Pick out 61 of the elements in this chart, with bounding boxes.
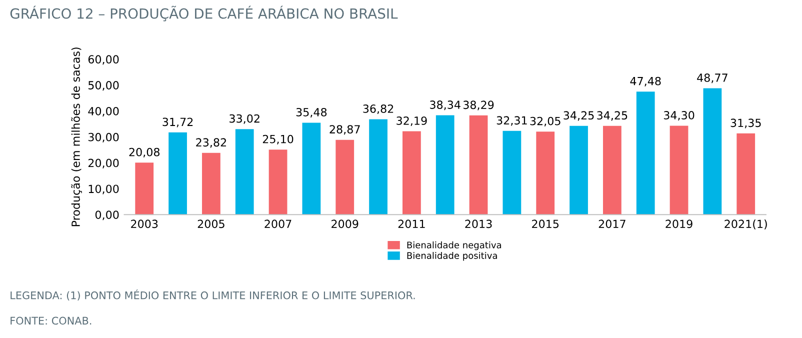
chart-title: GRÁFICO 12 – PRODUÇÃO DE CAFÉ ARÁBICA NO BRASIL — [10, 6, 398, 22]
bar — [235, 129, 254, 215]
bar — [736, 133, 756, 215]
x-tick-label: 2003 — [131, 220, 158, 228]
bar — [469, 115, 488, 215]
y-axis-title: Produção (em milhões de sacas) — [71, 48, 82, 226]
data-label: 35,48 — [296, 108, 327, 118]
x-tick-label: 2019 — [666, 220, 692, 228]
bar — [168, 132, 187, 215]
x-tick-label: 2013 — [465, 220, 492, 228]
data-label: 32,31 — [496, 116, 527, 126]
bar — [336, 140, 354, 215]
data-label: 25,10 — [262, 134, 294, 144]
bar — [369, 119, 388, 215]
y-tick-label: 30,00 — [88, 132, 119, 142]
data-label: 48,77 — [697, 74, 728, 84]
data-label: 34,25 — [597, 111, 628, 121]
bar — [302, 122, 321, 215]
bar — [536, 132, 555, 215]
data-label: 38,29 — [463, 100, 494, 110]
data-label: 32,19 — [396, 116, 427, 126]
x-tick-label: 2015 — [532, 220, 559, 228]
bar — [703, 88, 722, 215]
data-label: 34,25 — [564, 111, 594, 121]
x-tick-label: 2017 — [598, 220, 626, 228]
data-label: 31,72 — [162, 118, 193, 128]
data-label: 47,48 — [630, 76, 661, 86]
bar — [502, 130, 522, 215]
bar — [636, 92, 655, 215]
x-tick-label: 2005 — [198, 220, 224, 228]
source-note: FONTE: CONAB. — [10, 316, 92, 325]
y-tick-label: 40,00 — [88, 106, 119, 116]
data-label: 32,05 — [530, 116, 560, 126]
y-tick-label: 10,00 — [88, 184, 119, 194]
y-tick-label: 50,00 — [88, 81, 119, 91]
data-label: 31,35 — [730, 118, 761, 128]
text: LEGENDA: (1) PONTO MÉDIO ENTRE O LIMITE INFERIOR E O LIMITE SUPERIOR. — [10, 289, 415, 301]
x-tick-label: 2021(1) — [724, 220, 767, 230]
x-tick-label: 2011 — [398, 220, 425, 228]
bar — [202, 152, 220, 215]
x-tick-label: 2009 — [332, 220, 358, 228]
data-label: 36,82 — [363, 104, 394, 114]
bar — [135, 162, 154, 215]
bar — [436, 115, 454, 215]
legend-label: Bienalidade negativa — [407, 241, 502, 250]
bar — [570, 126, 588, 215]
data-label: 20,08 — [129, 148, 160, 158]
data-label: 28,87 — [330, 125, 360, 135]
legend-label: Bienalidade positiva — [407, 252, 497, 261]
data-label: 38,34 — [430, 100, 460, 110]
x-tick-label: 2007 — [264, 220, 292, 228]
bar — [603, 126, 622, 215]
data-label: 34,30 — [664, 111, 694, 121]
bar — [402, 131, 421, 215]
y-tick-label: 20,00 — [88, 158, 119, 168]
y-tick-label: 0,00 — [95, 210, 119, 220]
data-label: 33,02 — [230, 114, 260, 124]
bar — [670, 126, 688, 215]
bar — [268, 150, 288, 215]
data-label: 23,82 — [196, 138, 226, 148]
y-tick-label: 60,00 — [88, 55, 119, 65]
